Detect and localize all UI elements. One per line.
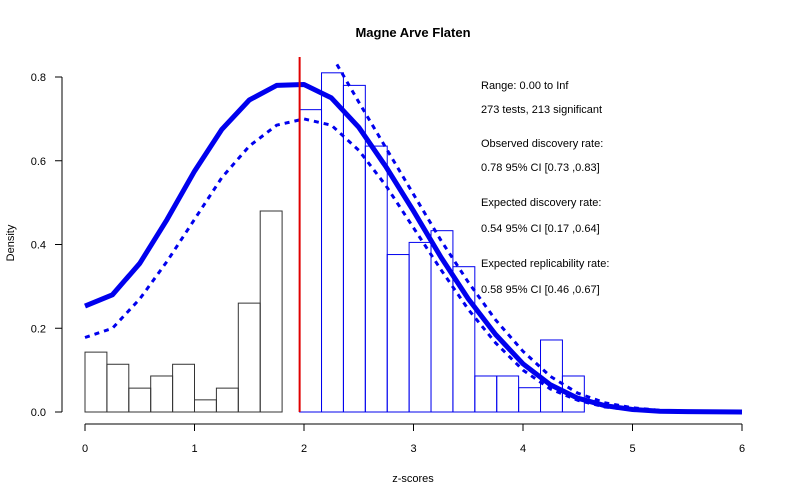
histogram-bar-significant — [474, 375, 498, 413]
y-tick-label: 0.6 — [31, 156, 46, 168]
y-tick-label: 0.8 — [31, 72, 46, 84]
x-tick-label: 3 — [410, 443, 416, 455]
annotation-edr-value: 0.54 95% CI [0.17 ,0.64] — [481, 223, 600, 235]
histogram-bar-nonsignificant — [84, 351, 108, 413]
histogram-bar-nonsignificant — [215, 387, 239, 413]
histogram-bar-nonsignificant — [237, 302, 261, 413]
chart-title: Magne Arve Flaten — [355, 25, 470, 40]
x-tick-label: 0 — [82, 443, 88, 455]
y-tick-label: 0.0 — [31, 407, 46, 419]
x-tick-label: 5 — [629, 443, 635, 455]
annotation-tests: 273 tests, 213 significant — [481, 104, 602, 116]
histogram-bar-nonsignificant — [259, 210, 283, 413]
histogram-bar-nonsignificant — [150, 375, 174, 413]
histogram-bar-significant — [408, 241, 432, 413]
density-curves — [84, 63, 743, 415]
x-tick-label: 4 — [520, 443, 526, 455]
x-tick-label: 6 — [739, 443, 745, 455]
histogram-bar-significant — [364, 145, 388, 413]
histogram-bar-nonsignificant — [194, 399, 217, 413]
histogram-bar-significant — [496, 375, 520, 413]
y-tick-label: 0.4 — [31, 240, 46, 252]
histogram-bar-significant — [299, 109, 323, 413]
y-axis-title: Density — [5, 224, 17, 261]
histogram-bar-significant — [386, 254, 410, 413]
x-axis: 0 1 2 3 4 5 6 — [82, 423, 745, 455]
annotation-edr-label: Expected discovery rate: — [481, 197, 601, 209]
x-axis-title: z-scores — [392, 473, 434, 485]
annotation-err-value: 0.58 95% CI [0.46 ,0.67] — [481, 284, 600, 296]
annotation-range: Range: 0.00 to Inf — [481, 80, 569, 92]
histogram-significant — [299, 72, 585, 413]
histogram-bar-significant — [518, 387, 542, 413]
y-tick-label: 0.2 — [31, 323, 46, 335]
x-tick-label: 1 — [191, 443, 197, 455]
annotation-block: Range: 0.00 to Inf 273 tests, 213 signif… — [481, 80, 609, 296]
histogram-bar-nonsignificant — [172, 363, 196, 413]
density-curve-dotted-2 — [84, 117, 743, 414]
histogram-bar-nonsignificant — [128, 387, 152, 413]
histogram-bar-nonsignificant — [106, 363, 130, 413]
histogram-bar-significant — [561, 375, 585, 413]
annotation-odr-value: 0.78 95% CI [0.73 ,0.83] — [481, 162, 600, 174]
histogram-nonsignificant — [84, 210, 283, 413]
annotation-err-label: Expected replicability rate: — [481, 258, 609, 270]
annotation-odr-label: Observed discovery rate: — [481, 138, 603, 150]
x-tick-label: 2 — [301, 443, 307, 455]
density-curve-solid-1 — [84, 82, 743, 415]
y-axis: 0.0 0.2 0.4 0.6 0.8 — [31, 72, 63, 419]
histogram-bar-significant — [452, 266, 476, 413]
density-curve-dotted-3 — [335, 63, 743, 414]
